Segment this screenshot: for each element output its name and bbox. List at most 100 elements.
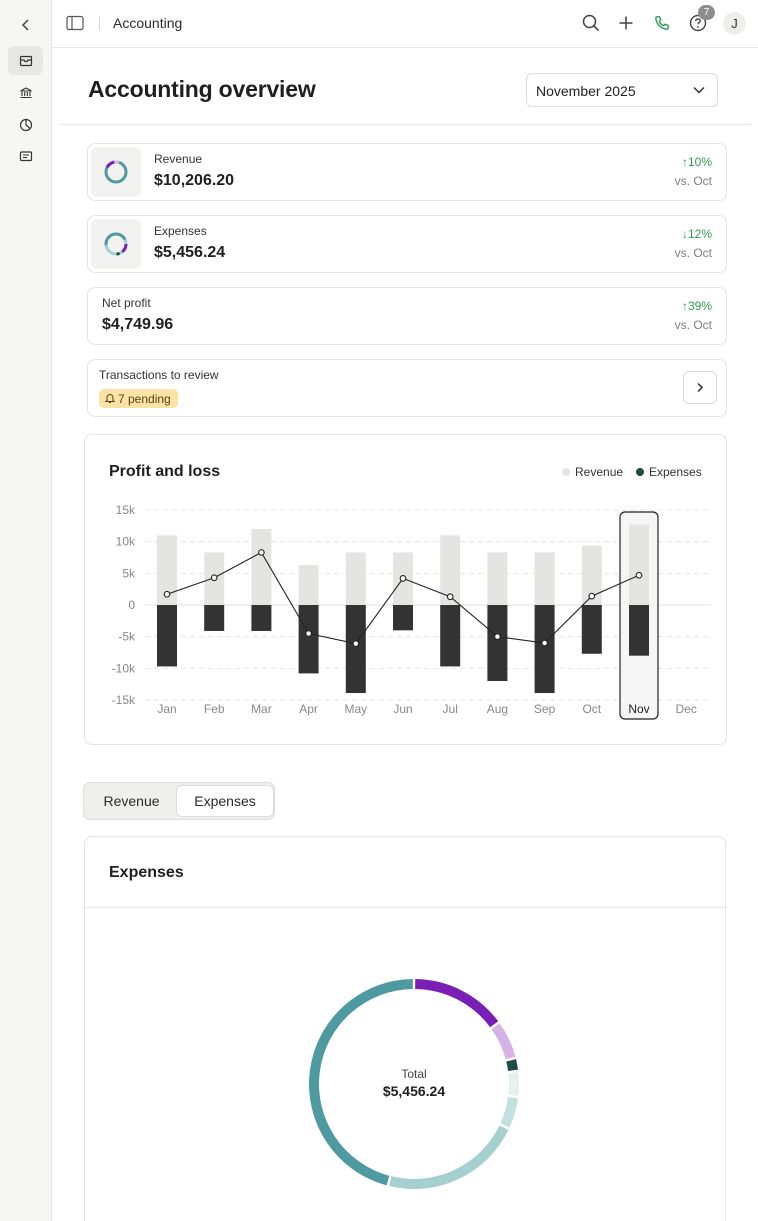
expenses-donut-chart [309,979,519,1189]
expense-bar [204,605,225,631]
legend-expenses-dot [636,468,644,476]
card-amount: $5,456.24 [154,244,226,261]
revenue-bar [629,524,649,605]
chart-title: Profit and loss [109,463,221,480]
donut-slice[interactable] [389,1125,509,1189]
legend-expenses: Expenses [636,465,702,479]
legend-revenue: Revenue [562,465,623,479]
call-button[interactable] [652,13,672,33]
x-tick-label: Nov [628,702,649,716]
breakdown-tabs: Revenue Expenses [83,782,275,820]
net-point [305,630,312,637]
arrow-up-icon: ↑ [681,299,688,313]
sidebar-toggle-icon[interactable] [66,15,84,31]
expenses-divider [85,907,725,908]
total-amount: $5,456.24 [382,1083,446,1099]
left-rail [0,0,52,1221]
expense-bar [345,605,366,694]
x-tick-label: Sep [534,702,556,716]
message-icon [19,150,32,161]
arrow-down-icon: ↓ [681,227,688,241]
expense-bar [487,605,508,681]
phone-icon [655,16,669,30]
card-label: Revenue [154,152,203,166]
expense-bar [440,605,461,667]
x-tick-label: May [344,702,367,716]
profit-loss-card: Profit and loss Revenue Expenses 15k 10k 5… [84,434,727,745]
card-amount: $10,206.20 [154,172,235,189]
y-tick-label: 0 [128,598,135,612]
expenses-breakdown-card: Expenses Total $5,456.24 [84,836,726,1221]
review-label: Transactions to review [99,368,219,382]
y-tick-label: -5k [118,630,136,644]
donut-slice[interactable] [508,1072,519,1096]
breadcrumb-separator [99,16,100,30]
profit-loss-chart: 15k 10k 5k 0 -5k -10k -15k Jan Feb Mar Apr May Jun Ju… [112,503,711,720]
x-tick-label: Jan [157,702,176,716]
expenses-card[interactable]: Expenses $5,456.24 ↓12% vs. Oct [87,215,727,273]
net-point [352,640,360,647]
rail-item-messages[interactable] [8,142,43,171]
back-button[interactable] [8,10,43,39]
net-profit-card[interactable]: Net profit $4,749.96 ↑39% vs. Oct [87,287,727,345]
x-tick-label: Jun [393,702,412,716]
period-value: November 2025 [536,83,636,99]
donut-slice[interactable] [500,1097,519,1128]
card-delta: ↑39% [681,299,712,313]
expense-bar [629,605,649,656]
inbox-icon [19,55,32,66]
y-tick-label: 5k [122,566,136,580]
revenue-card[interactable]: Revenue $10,206.20 ↑10% vs. Oct [87,143,727,201]
rail-item-reports[interactable] [8,110,43,139]
revenue-bar [440,535,461,605]
add-button[interactable] [616,13,636,33]
period-select[interactable]: November 2025 [526,73,718,107]
revenue-bar [298,565,319,605]
tab-revenue[interactable]: Revenue [103,793,160,809]
breadcrumb-title: Accounting [113,15,183,31]
tab-expenses[interactable]: Expenses [177,786,273,816]
search-button[interactable] [581,13,601,33]
rail-item-bank[interactable] [8,78,43,107]
transactions-review-card[interactable]: Transactions to review 7 pending [87,359,727,417]
expense-bar [157,605,177,667]
net-point [399,575,407,582]
expense-bar [534,605,555,694]
donut-slice[interactable] [309,979,413,1186]
bank-icon [19,86,32,98]
donut-slice[interactable] [415,979,499,1028]
avatar[interactable]: J [723,12,746,35]
card-compare: vs. Oct [674,246,712,260]
y-tick-label: 15k [116,503,136,517]
legend-revenue-dot [562,468,570,476]
x-tick-label: Jul [443,702,458,716]
donut-slice[interactable] [491,1023,516,1060]
card-compare: vs. Oct [674,318,712,332]
revenue-bar [345,552,366,605]
legend-expenses-label: Expenses [649,465,702,479]
donut-slice[interactable] [506,1059,519,1071]
plus-icon [619,16,633,30]
x-tick-label: Feb [204,702,225,716]
net-point [210,574,218,582]
card-delta: ↑10% [681,155,712,169]
rail-item-inbox[interactable] [8,46,43,75]
mini-donut-icon [104,232,128,256]
pie-chart-icon [19,118,32,131]
bell-icon [105,393,115,403]
card-delta: ↓12% [681,227,712,241]
revenue-mini-donut [91,147,141,197]
review-open-button[interactable] [683,371,717,404]
x-tick-label: Aug [487,702,508,716]
card-compare: vs. Oct [674,174,712,188]
y-tick-label: 10k [116,535,136,549]
revenue-bar [157,535,177,605]
x-tick-label: Mar [251,702,272,716]
pending-badge: 7 pending [99,389,178,408]
chevron-left-icon [21,18,29,31]
arrow-up-icon: ↑ [681,155,688,169]
help-badge: 7 [698,5,715,20]
expense-bar [393,605,413,631]
net-point [258,549,265,556]
expense-bar [298,605,319,674]
